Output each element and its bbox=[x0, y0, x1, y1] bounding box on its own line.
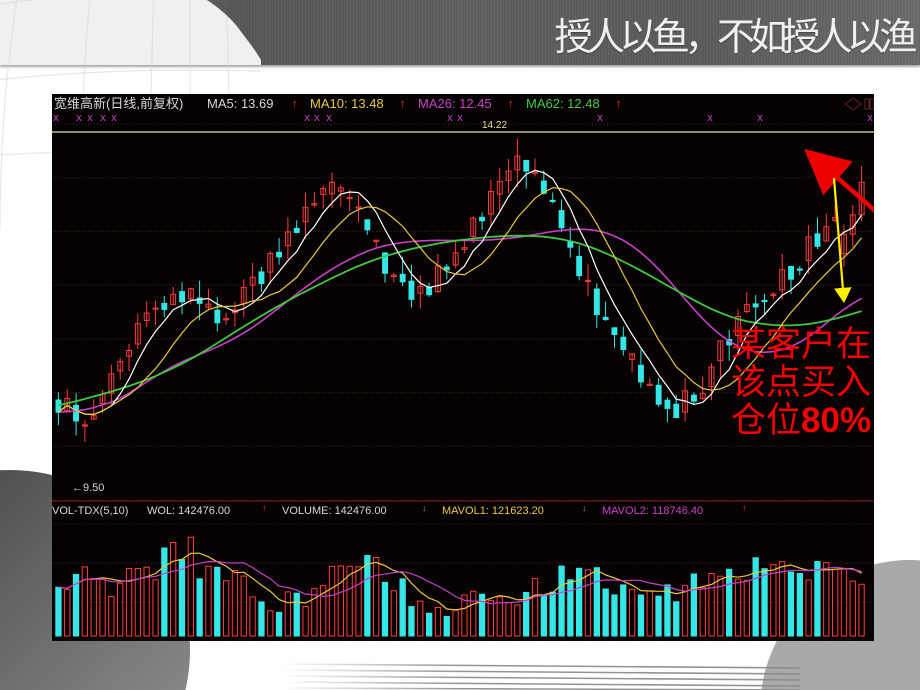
svg-text:MA62: 12.48: MA62: 12.48 bbox=[526, 96, 600, 111]
svg-text:x: x bbox=[447, 112, 453, 124]
svg-text:x: x bbox=[457, 112, 463, 124]
svg-text:该点买入: 该点买入 bbox=[731, 363, 871, 402]
svg-text:MA5: 13.69: MA5: 13.69 bbox=[207, 96, 274, 111]
svg-text:x: x bbox=[867, 112, 873, 124]
svg-text:x: x bbox=[707, 112, 713, 124]
svg-text:↑: ↑ bbox=[292, 98, 298, 110]
svg-text:x: x bbox=[314, 112, 320, 124]
svg-text:x: x bbox=[76, 112, 82, 124]
svg-text:x: x bbox=[326, 112, 332, 124]
svg-text:VOLUME: 142476.00: VOLUME: 142476.00 bbox=[282, 505, 387, 517]
svg-text:VOL-TDX(5,10): VOL-TDX(5,10) bbox=[52, 505, 128, 517]
svg-text:x: x bbox=[757, 112, 763, 124]
svg-text:WOL: 142476.00: WOL: 142476.00 bbox=[147, 505, 230, 517]
svg-text:14.22: 14.22 bbox=[482, 120, 507, 131]
svg-text:↑: ↑ bbox=[262, 503, 267, 513]
svg-text:某客户在: 某客户在 bbox=[731, 325, 871, 364]
svg-text:x: x bbox=[304, 112, 310, 124]
svg-text:MA26: 12.45: MA26: 12.45 bbox=[418, 96, 492, 111]
svg-text:↑: ↑ bbox=[742, 503, 747, 513]
svg-text:MAVOL2: 118746.40: MAVOL2: 118746.40 bbox=[602, 505, 703, 517]
svg-text:x: x bbox=[100, 112, 106, 124]
svg-text:←9.50: ←9.50 bbox=[72, 482, 104, 494]
svg-text:宽维高新(日线,前复权): 宽维高新(日线,前复权) bbox=[54, 96, 183, 111]
svg-text:↑: ↑ bbox=[400, 98, 406, 110]
svg-text:MA10: 13.48: MA10: 13.48 bbox=[310, 96, 384, 111]
svg-text:x: x bbox=[53, 112, 59, 124]
svg-text:x: x bbox=[111, 112, 117, 124]
svg-text:↑: ↑ bbox=[508, 98, 514, 110]
svg-text:↑: ↑ bbox=[616, 98, 622, 110]
svg-text:仓位80%: 仓位80% bbox=[731, 401, 871, 440]
svg-text:x: x bbox=[87, 112, 93, 124]
svg-text:↓: ↓ bbox=[582, 503, 587, 513]
svg-text:MAVOL1: 121623.20: MAVOL1: 121623.20 bbox=[442, 505, 544, 517]
svg-text:↓: ↓ bbox=[422, 503, 427, 513]
svg-text:x: x bbox=[597, 112, 603, 124]
